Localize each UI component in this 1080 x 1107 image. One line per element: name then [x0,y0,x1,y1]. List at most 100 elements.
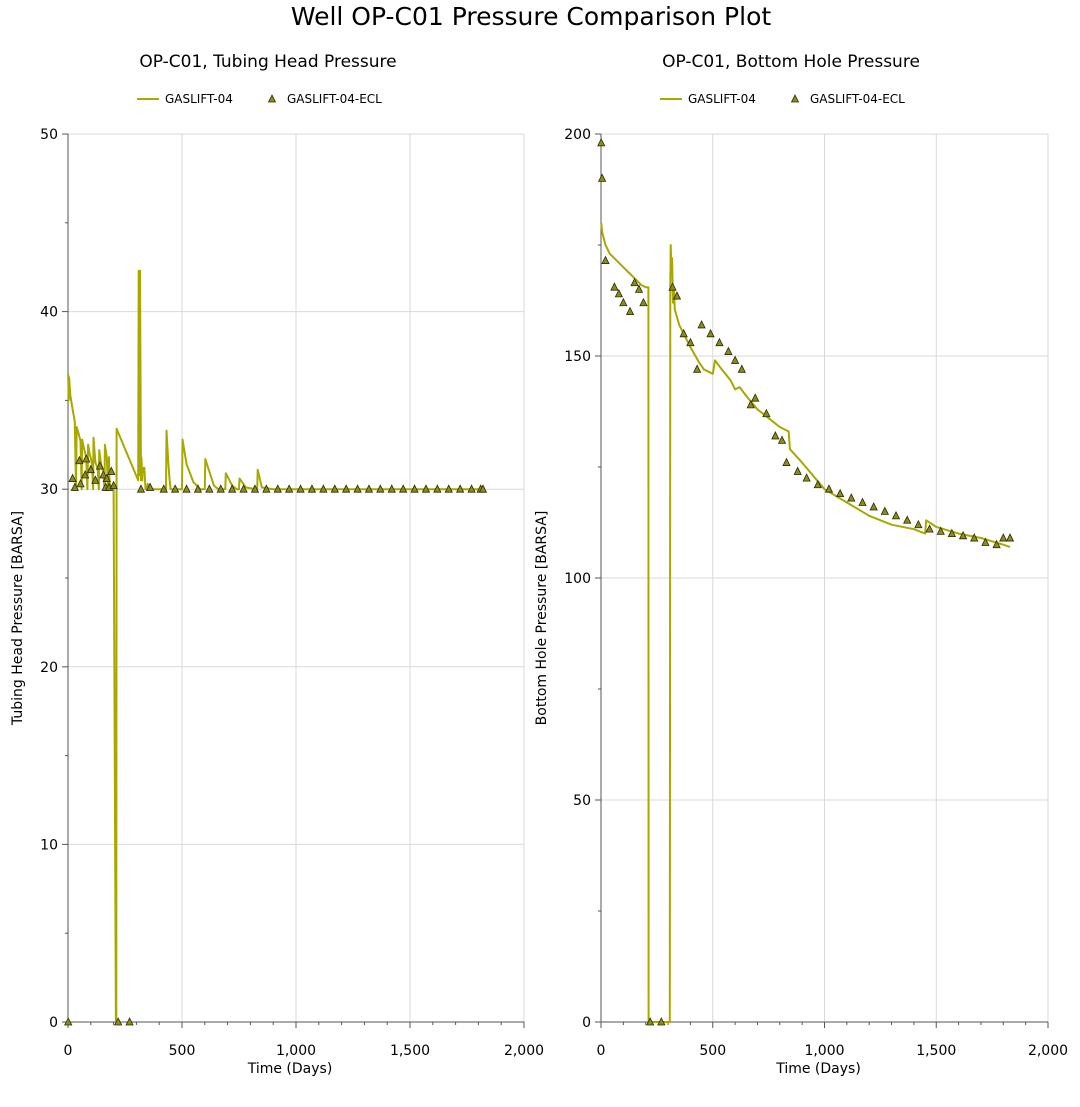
data-point-gaslift-04-ecl [715,337,724,347]
data-point-gaslift-04-ecl [992,539,1001,549]
data-point-gaslift-04-ecl [672,291,682,300]
x-axis-label: Time (Days) [775,1061,861,1077]
data-point-gaslift-04-ecl [64,1017,73,1026]
data-point-gaslift-04-ecl [399,484,408,493]
y-tick-label: 100 [564,571,591,587]
data-point-gaslift-04-ecl [869,502,878,511]
data-point-gaslift-04-ecl [273,484,282,493]
x-tick-label: 0 [64,1043,73,1059]
data-point-gaslift-04-ecl [858,497,867,506]
data-point-gaslift-04-ecl [903,515,912,524]
series-line-gaslift-04 [67,269,483,1023]
y-tick-label: 40 [40,305,58,321]
x-tick-label: 2,000 [504,1043,544,1059]
data-point-gaslift-04-ecl [193,484,203,493]
data-point-gaslift-04-ecl [250,484,260,493]
data-point-gaslift-04-ecl [82,454,91,463]
x-tick-label: 1,000 [276,1043,316,1059]
legend-label: GASLIFT-04-ECL [810,92,905,106]
data-point-gaslift-04-ecl [751,393,760,402]
legend-label: GASLIFT-04 [165,92,233,106]
data-point-gaslift-04-ecl [771,431,780,440]
data-point-gaslift-04-ecl [597,137,606,147]
data-point-gaslift-04-ecl [947,528,957,537]
data-point-gaslift-04-ecl [107,466,116,475]
data-point-gaslift-04-ecl [601,255,610,264]
data-point-gaslift-04-ecl [706,328,715,338]
data-point-gaslift-04-ecl [793,466,802,475]
data-point-gaslift-04-ecl [639,297,648,307]
data-point-gaslift-04-ecl [782,457,791,466]
x-tick-label: 500 [169,1043,196,1059]
data-point-gaslift-04-ecl [679,328,688,338]
data-point-gaslift-04-ecl [697,320,706,329]
x-axis-label: Time (Days) [247,1061,333,1077]
data-point-gaslift-04-ecl [99,470,108,479]
data-point-gaslift-04-ecl [262,484,271,493]
y-axis-label: Tubing Head Pressure [BARSA] [10,511,26,726]
main-title: Well OP-C01 Pressure Comparison Plot [290,2,772,31]
data-point-gaslift-04-ecl [330,484,339,493]
data-point-gaslift-04-ecl [91,475,100,484]
data-point-gaslift-04-ecl [342,484,351,493]
data-point-gaslift-04-ecl [136,484,146,493]
data-point-gaslift-04-ecl [319,484,328,493]
data-point-gaslift-04-ecl [597,173,607,182]
data-point-gaslift-04-ecl [958,530,968,540]
legend-label: GASLIFT-04 [688,92,756,106]
data-point-gaslift-04-ecl [145,482,155,491]
tubing-head-pressure-chart: OP-C01, Tubing Head Pressure GASLIFT-04 GA… [10,52,544,1077]
data-point-gaslift-04-ecl [410,484,419,493]
data-point-gaslift-04-ecl [296,484,305,493]
data-point-gaslift-04-ecl [76,478,85,488]
data-point-gaslift-04-ecl [421,484,431,493]
data-point-gaslift-04-ecl [86,464,95,474]
data-point-gaslift-04-ecl [216,484,225,493]
data-point-gaslift-04-ecl [686,337,695,347]
data-point-gaslift-04-ecl [182,484,191,493]
data-point-gaslift-04-ecl [80,470,90,479]
y-tick-label: 50 [40,127,58,143]
data-point-gaslift-04-ecl [307,484,317,493]
y-tick-label: 0 [582,1015,591,1031]
x-tick-label: 2,000 [1028,1043,1068,1059]
y-tick-label: 150 [564,349,591,365]
data-point-gaslift-04-ecl [478,484,488,493]
y-tick-label: 0 [49,1015,58,1031]
data-point-gaslift-04-ecl [891,510,901,520]
x-tick-label: 500 [699,1043,726,1059]
x-tick-label: 0 [597,1043,606,1059]
bottom-hole-pressure-chart: OP-C01, Bottom Hole Pressure GASLIFT-04 GA… [534,52,1068,1077]
x-tick-label: 1,500 [916,1043,956,1059]
data-point-gaslift-04-ecl [614,288,624,298]
data-point-gaslift-04-ecl [1005,533,1015,542]
data-point-gaslift-04-ecl [109,480,118,490]
data-point-gaslift-04-ecl [737,364,746,373]
data-point-gaslift-04-ecl [847,493,856,502]
y-tick-label: 30 [40,482,58,498]
x-tick-label: 1,000 [804,1043,844,1059]
y-tick-label: 50 [573,793,591,809]
data-point-gaslift-04-ecl [171,484,180,493]
y-tick-label: 10 [40,837,58,853]
data-point-gaslift-04-ecl [981,537,990,546]
data-point-gaslift-04-ecl [239,484,248,493]
data-point-gaslift-04-ecl [95,461,105,470]
legend-marker-swatch [267,94,277,103]
data-point-gaslift-04-ecl [68,473,77,482]
data-point-gaslift-04-ecl [646,1017,655,1026]
y-axis-label: Bottom Hole Pressure [BARSA] [534,511,550,726]
data-point-gaslift-04-ecl [387,484,396,493]
y-tick-label: 200 [564,127,591,143]
data-point-gaslift-04-ecl [159,484,168,493]
data-point-gaslift-04-ecl [824,484,834,493]
data-point-gaslift-04-ecl [610,282,619,291]
chart-title: OP-C01, Bottom Hole Pressure [662,52,920,72]
data-point-gaslift-04-ecl [433,484,442,493]
data-point-gaslift-04-ecl [880,506,889,515]
data-point-gaslift-04-ecl [456,484,465,493]
data-point-gaslift-04-ecl [970,533,979,542]
chart-title: OP-C01, Tubing Head Pressure [139,52,396,72]
data-point-gaslift-04-ecl [376,484,385,493]
data-point-gaslift-04-ecl [730,355,740,364]
